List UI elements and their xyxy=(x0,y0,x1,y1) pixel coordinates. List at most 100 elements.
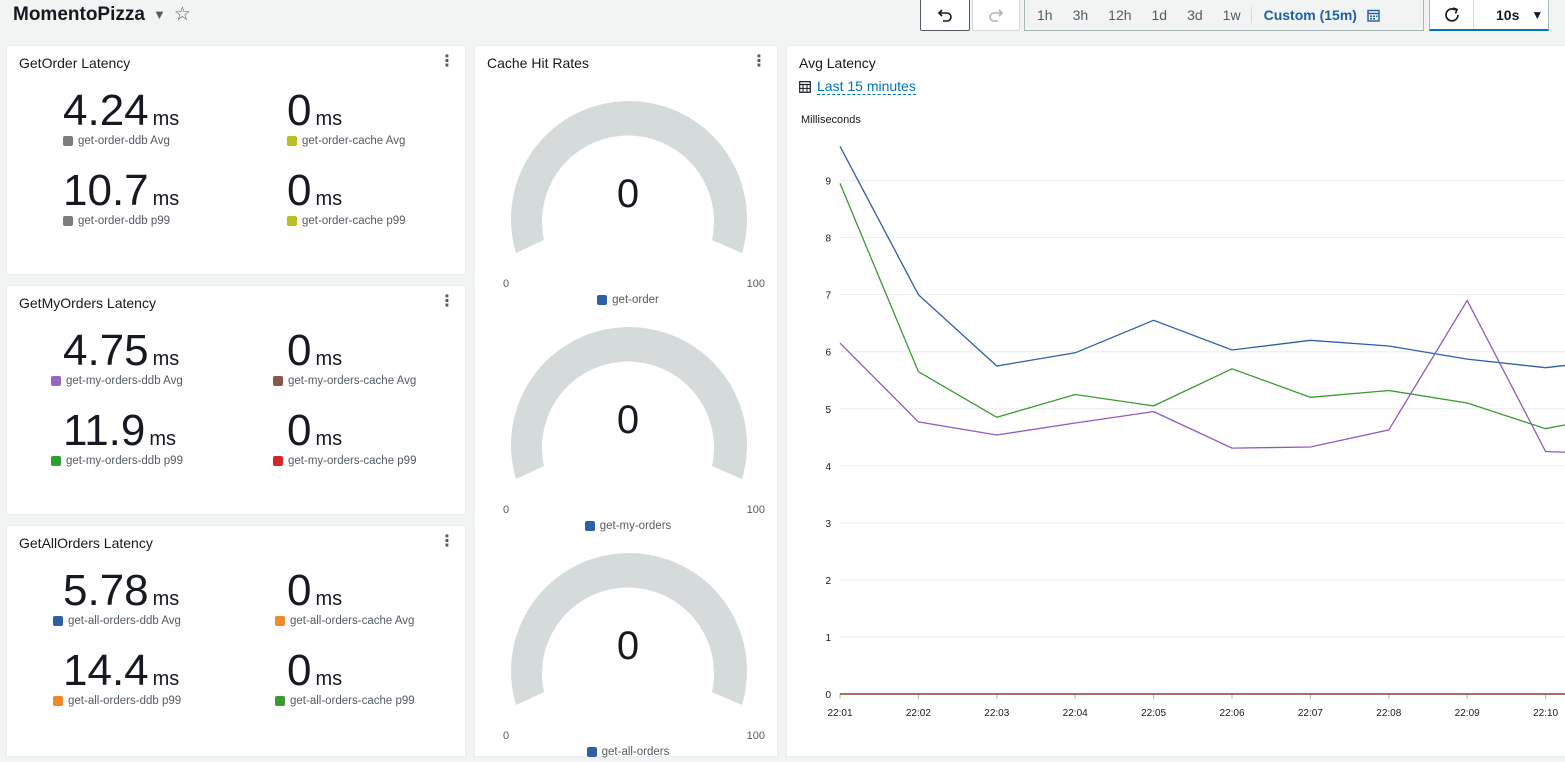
dashboard-toolbar: MomentoPizza ▼ ☆ 1h 3h 12h 1d 3d 1w Cust… xyxy=(0,0,1565,36)
refresh-interval-value: 10s xyxy=(1496,6,1520,23)
range-1w[interactable]: 1w xyxy=(1222,7,1241,23)
series-line-get-all-orders-ddb[interactable] xyxy=(839,145,1565,369)
calendar-icon[interactable] xyxy=(1367,9,1380,22)
legend-swatch xyxy=(586,747,597,757)
gauge-max: 100 xyxy=(746,504,765,516)
stat-label: get-order-ddb Avg xyxy=(78,135,170,147)
dashboard-title-text: MomentoPizza xyxy=(13,3,145,25)
range-12h[interactable]: 12h xyxy=(1108,7,1132,23)
series-line-get-order-ddb[interactable] xyxy=(839,299,1565,454)
range-3d[interactable]: 3d xyxy=(1187,7,1203,23)
stat-widget: 10.7 ms get-order-ddb p99 xyxy=(63,169,263,227)
stat-widget: 4.75 ms get-my-orders-ddb Avg xyxy=(51,326,263,387)
gauge-legend: get-order xyxy=(503,294,753,306)
gauge-widget: 0 0 100 get-order xyxy=(503,90,765,306)
more-actions-icon[interactable]: ⋮ xyxy=(751,53,767,70)
panel-title: Avg Latency xyxy=(799,55,876,71)
stat-widget: 11.9 ms get-my-orders-ddb p99 xyxy=(51,406,263,467)
stat-label: get-all-orders-cache p99 xyxy=(290,695,415,707)
gauge-arc xyxy=(511,327,747,479)
more-actions-icon[interactable]: ⋮ xyxy=(439,533,455,550)
y-tick-label: 5 xyxy=(825,405,831,416)
panel-title: GetAllOrders Latency xyxy=(19,535,153,551)
legend-swatch xyxy=(287,216,297,226)
stat-value: 14.4 xyxy=(63,646,149,695)
gauge-legend: get-my-orders xyxy=(503,520,753,532)
legend-swatch xyxy=(51,376,61,386)
legend-swatch xyxy=(275,616,285,626)
panel-title: Cache Hit Rates xyxy=(487,55,589,71)
stat-widget: 5.78 ms get-all-orders-ddb Avg xyxy=(53,569,263,627)
gauge-widget: 0 0 100 get-my-orders xyxy=(503,316,765,532)
dashboard-title[interactable]: MomentoPizza ▼ ☆ xyxy=(13,3,191,26)
range-custom[interactable]: Custom (15m) xyxy=(1250,7,1367,23)
stat-unit: ms xyxy=(152,348,180,370)
range-1h[interactable]: 1h xyxy=(1037,7,1053,23)
refresh-interval-select[interactable]: 10s ▼ xyxy=(1474,7,1543,23)
stat-widget: 0 ms get-order-cache Avg xyxy=(287,89,487,147)
undo-button[interactable] xyxy=(920,0,970,31)
stat-widget: 0 ms get-my-orders-cache Avg xyxy=(273,326,487,387)
stat-label: get-my-orders-cache p99 xyxy=(288,455,417,467)
gauge-arc xyxy=(511,101,747,254)
panel-title: GetOrder Latency xyxy=(19,55,131,71)
legend-swatch xyxy=(63,136,73,146)
time-range-link[interactable]: Last 15 minutes xyxy=(799,78,916,95)
panel-avg-latency: Avg Latency Last 15 minutes Milliseconds… xyxy=(786,45,1565,757)
stat-unit: ms xyxy=(152,588,180,610)
stat-value: 4.24 xyxy=(63,86,149,135)
stat-value: 4.75 xyxy=(63,326,149,375)
stat-value: 0 xyxy=(287,86,312,135)
x-tick-label: 22:04 xyxy=(1063,708,1088,719)
redo-icon xyxy=(989,9,1004,22)
stat-value: 0 xyxy=(287,406,312,455)
y-tick-label: 1 xyxy=(825,633,831,644)
stat-value: 0 xyxy=(287,326,312,375)
stat-unit: ms xyxy=(152,188,180,210)
refresh-button[interactable] xyxy=(1430,0,1474,29)
more-actions-icon[interactable]: ⋮ xyxy=(439,53,455,70)
legend-swatch xyxy=(53,616,63,626)
chevron-down-icon[interactable]: ▼ xyxy=(152,7,166,22)
stat-label: get-all-orders-cache Avg xyxy=(290,615,415,627)
stat-unit: ms xyxy=(315,428,343,450)
legend-swatch xyxy=(287,136,297,146)
more-actions-icon[interactable]: ⋮ xyxy=(439,293,455,310)
x-tick-label: 22:10 xyxy=(1533,708,1558,719)
legend-swatch xyxy=(275,696,285,706)
redo-button[interactable] xyxy=(972,0,1020,31)
legend-swatch xyxy=(63,216,73,226)
range-1d[interactable]: 1d xyxy=(1151,7,1168,23)
stat-unit: ms xyxy=(315,588,343,610)
favorite-star-icon[interactable]: ☆ xyxy=(173,4,191,25)
stat-value: 0 xyxy=(287,566,312,615)
stat-label: get-order-cache Avg xyxy=(302,135,406,147)
time-range-selector: 1h 3h 12h 1d 3d 1w Custom (15m) xyxy=(1024,0,1424,31)
gauge-max: 100 xyxy=(746,278,765,290)
x-tick-label: 22:08 xyxy=(1376,708,1401,719)
gauge-value: 0 xyxy=(616,398,640,442)
undo-icon xyxy=(937,9,952,22)
stat-widget: 0 ms get-order-cache p99 xyxy=(287,169,487,227)
legend-swatch xyxy=(584,521,595,531)
stat-unit: ms xyxy=(152,108,180,130)
panel-cache-hit-rates: Cache Hit Rates ⋮ 0 0 100 get-order 0 0 … xyxy=(474,45,778,758)
y-tick-label: 8 xyxy=(825,234,831,245)
series-line-get-my-orders-ddb[interactable] xyxy=(839,183,1565,430)
stat-value: 0 xyxy=(287,646,312,695)
stat-unit: ms xyxy=(152,668,180,690)
legend-swatch xyxy=(273,376,283,386)
legend-swatch xyxy=(53,696,63,706)
x-tick-label: 22:05 xyxy=(1141,708,1166,719)
stat-value: 11.9 xyxy=(63,406,146,455)
y-tick-label: 9 xyxy=(825,177,831,188)
range-3h[interactable]: 3h xyxy=(1072,7,1089,23)
stat-value: 10.7 xyxy=(63,166,149,215)
x-tick-label: 22:06 xyxy=(1219,708,1244,719)
stat-widget: 0 ms get-my-orders-cache p99 xyxy=(273,406,487,467)
stat-label: get-order-cache p99 xyxy=(302,215,406,227)
y-tick-label: 2 xyxy=(825,576,831,587)
y-tick-label: 6 xyxy=(825,348,831,359)
stat-label: get-order-ddb p99 xyxy=(78,215,171,227)
gauge-value: 0 xyxy=(616,624,640,668)
